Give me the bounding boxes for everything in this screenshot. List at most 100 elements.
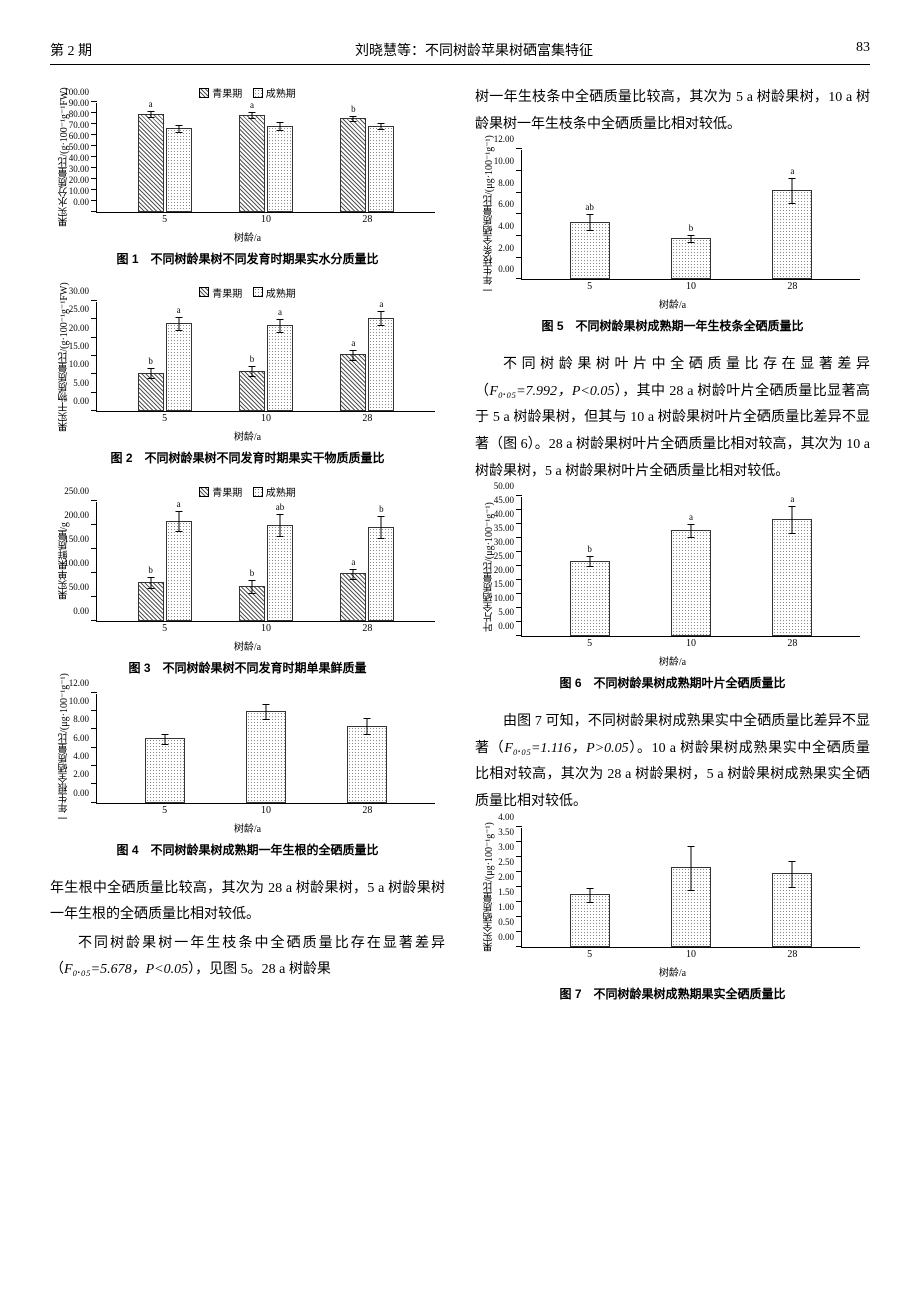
y-tick-label: 50.00 — [69, 142, 97, 152]
y-tick-label: 0.00 — [498, 264, 522, 274]
y-tick-label: 70.00 — [69, 120, 97, 130]
y-tick-label: 45.00 — [494, 495, 522, 505]
bar-group: aa — [340, 318, 394, 412]
bar: a — [166, 323, 192, 411]
bar-group — [347, 726, 387, 803]
error-bar — [164, 734, 165, 745]
left-p2: 不同树龄果树一年生枝条中全硒质量比存在显著差异（F₀.₀₅=5.678，P<0.… — [50, 931, 445, 984]
x-tick-label: 28 — [787, 279, 797, 292]
fig7-xlabel: 树龄/a — [475, 964, 870, 979]
right-p1: 树一年生枝条中全硒质量比较高，其次为 5 a 树龄果树，10 a 树龄果树一年生… — [475, 85, 870, 138]
page-header: 第 2 期 刘晓慧等：不同树龄苹果树硒富集特征 83 — [50, 40, 870, 65]
legend-label-green: 青果期 — [212, 85, 242, 100]
significance-label: b — [587, 544, 592, 554]
significance-label: a — [689, 512, 693, 522]
y-tick-label: 50.00 — [69, 582, 97, 592]
y-tick-label: 2.50 — [498, 857, 522, 867]
y-tick-label: 4.00 — [498, 812, 522, 822]
bar — [145, 738, 185, 802]
y-tick-label: 25.00 — [494, 551, 522, 561]
error-bar — [691, 846, 692, 891]
bar: a — [267, 325, 293, 411]
y-tick-label: 0.50 — [498, 917, 522, 927]
y-tick-label: 6.00 — [498, 199, 522, 209]
error-bar — [367, 718, 368, 735]
bar-group — [570, 894, 610, 947]
fig2-xlabel: 树龄/a — [50, 428, 445, 443]
y-tick-label: 150.00 — [64, 534, 97, 544]
legend-label-mature: 成熟期 — [266, 85, 296, 100]
bar-group: ba — [138, 323, 192, 411]
error-bar — [150, 368, 151, 379]
error-bar — [178, 317, 179, 332]
y-tick-label: 5.00 — [498, 607, 522, 617]
bar-group: a — [671, 530, 711, 636]
bar: b — [239, 586, 265, 621]
legend-label: 成熟期 — [266, 285, 296, 300]
error-bar — [381, 123, 382, 130]
legend-label: 成熟期 — [266, 484, 296, 499]
y-tick-label: 2.00 — [73, 769, 97, 779]
error-bar — [691, 235, 692, 244]
error-bar — [792, 178, 793, 204]
bar-group: bab — [239, 525, 293, 621]
x-tick-label: 28 — [787, 636, 797, 649]
error-bar — [178, 511, 179, 532]
right-text-1: 树一年生枝条中全硒质量比较高，其次为 5 a 树龄果树，10 a 树龄果树一年生… — [475, 85, 870, 138]
fig5-chart: 一年生枝条全硒质量比/(μg·100⁻¹g⁻¹)0.002.004.006.00… — [521, 150, 860, 280]
bar-group: ba — [239, 325, 293, 411]
bar: a — [340, 354, 366, 411]
significance-label: b — [250, 354, 255, 364]
fig5-xlabel: 树龄/a — [475, 296, 870, 311]
error-bar — [381, 516, 382, 539]
y-tick-label: 15.00 — [69, 341, 97, 351]
fig3-chart: 果实单果鲜质量/g0.0050.00100.00150.00200.00250.… — [96, 502, 435, 622]
fig4-xlabel: 树龄/a — [50, 820, 445, 835]
fig1-chart: 果实水分质量比/(g·100⁻¹g⁻¹FW)0.0010.0020.0030.0… — [96, 103, 435, 213]
fig2-caption: 图 2 不同树龄果树不同发育时期果实干物质质量比 — [50, 449, 445, 466]
bar-group: a — [138, 114, 192, 212]
bar-group: a — [239, 115, 293, 212]
y-tick-label: 10.00 — [69, 186, 97, 196]
x-tick-label: 10 — [261, 621, 271, 634]
significance-label: a — [278, 307, 282, 317]
y-tick-label: 2.00 — [498, 243, 522, 253]
significance-label: a — [149, 99, 153, 109]
bar: a — [368, 318, 394, 412]
bar: b — [368, 527, 394, 621]
significance-label: b — [351, 104, 356, 114]
y-tick-label: 90.00 — [69, 98, 97, 108]
y-tick-label: 250.00 — [64, 486, 97, 496]
x-tick-label: 5 — [162, 621, 167, 634]
error-bar — [353, 350, 354, 361]
bar — [246, 711, 286, 803]
error-bar — [266, 704, 267, 721]
y-tick-label: 10.00 — [494, 156, 522, 166]
x-tick-label: 5 — [162, 803, 167, 816]
bar: a — [239, 115, 265, 212]
legend-label: 青果期 — [212, 484, 242, 499]
bar: a — [166, 521, 192, 621]
error-bar — [589, 888, 590, 903]
y-tick-label: 3.50 — [498, 827, 522, 837]
y-tick-label: 4.00 — [73, 751, 97, 761]
error-bar — [252, 580, 253, 594]
x-tick-label: 28 — [362, 803, 372, 816]
error-bar — [150, 111, 151, 118]
y-tick-label: 8.00 — [498, 178, 522, 188]
y-tick-label: 6.00 — [73, 733, 97, 743]
error-bar — [280, 514, 281, 537]
y-tick-label: 15.00 — [494, 579, 522, 589]
fig3-legend: 青果期 成熟期 — [50, 484, 445, 500]
bar-group — [772, 873, 812, 947]
y-tick-label: 0.00 — [73, 197, 97, 207]
x-tick-label: 10 — [686, 947, 696, 960]
significance-label: b — [689, 223, 694, 233]
error-bar — [353, 116, 354, 123]
y-tick-label: 10.00 — [69, 696, 97, 706]
bar-group: ba — [138, 521, 192, 621]
y-tick-label: 10.00 — [69, 359, 97, 369]
bar: b — [671, 238, 711, 279]
bar: a — [340, 573, 366, 620]
bar: b — [239, 371, 265, 411]
